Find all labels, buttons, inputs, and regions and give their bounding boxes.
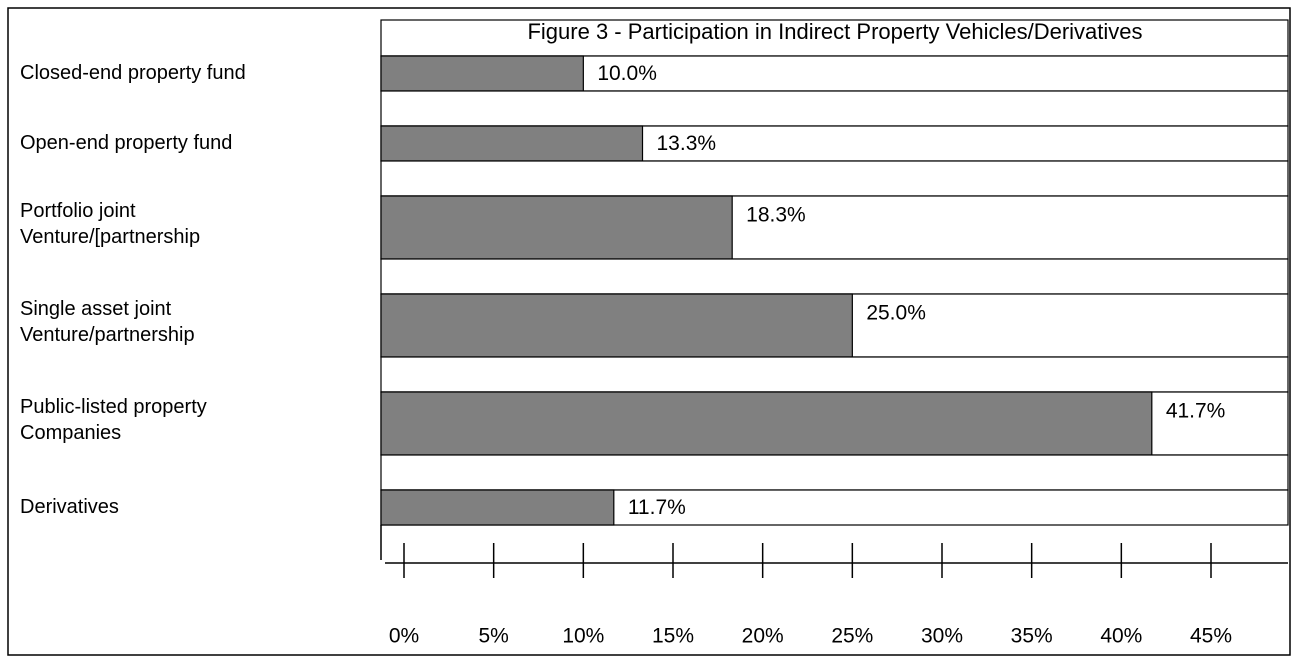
value-label: 10.0%: [597, 62, 657, 85]
category-label: Public-listed property Companies: [20, 396, 207, 444]
category-label: Open-end property fund: [20, 132, 233, 154]
x-tick-label: 5%: [478, 625, 508, 648]
category-label: Single asset joint Venture/partnership: [20, 298, 195, 346]
bar: [380, 55, 584, 92]
title-box: [380, 19, 1289, 57]
gap-box: [380, 454, 1289, 491]
bar: [380, 391, 1153, 456]
bar: [380, 293, 853, 358]
gap-box: [380, 356, 1289, 393]
x-tick-label: 10%: [562, 625, 604, 648]
value-label: 41.7%: [1166, 400, 1226, 423]
x-tick-label: 40%: [1100, 625, 1142, 648]
value-label: 13.3%: [657, 132, 717, 155]
gap-box: [380, 160, 1289, 197]
category-label: Closed-end property fund: [20, 62, 246, 84]
value-label: 25.0%: [866, 302, 926, 325]
x-tick-label: 20%: [742, 625, 784, 648]
category-label: Derivatives: [20, 496, 119, 518]
x-tick-label: 30%: [921, 625, 963, 648]
bar: [380, 195, 733, 260]
bar: [380, 489, 615, 526]
x-tick-label: 45%: [1190, 625, 1232, 648]
value-label: 18.3%: [746, 204, 806, 227]
x-tick-label: 15%: [652, 625, 694, 648]
x-tick-label: 25%: [831, 625, 873, 648]
x-tick-label: 35%: [1011, 625, 1053, 648]
bar: [380, 125, 644, 162]
value-label: 11.7%: [628, 496, 686, 519]
gap-box: [380, 90, 1289, 127]
gap-box: [380, 258, 1289, 295]
chart-title: Figure 3 - Participation in Indirect Pro…: [527, 19, 1142, 44]
x-tick-label: 0%: [389, 625, 419, 648]
category-label: Portfolio joint Venture/[partnership: [20, 200, 201, 248]
